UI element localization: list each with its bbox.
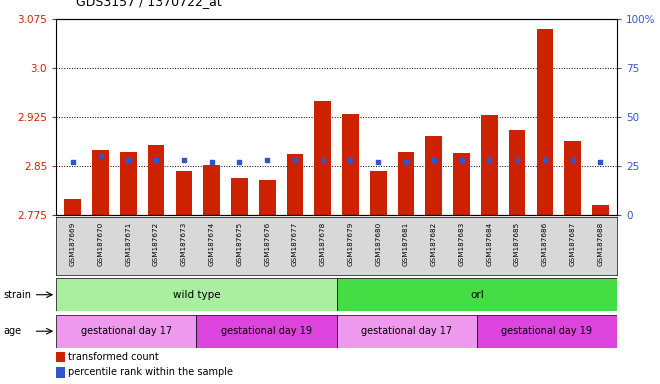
Text: gestational day 19: gestational day 19 — [502, 326, 593, 336]
Bar — [342, 114, 359, 215]
Text: GSM187674: GSM187674 — [209, 222, 214, 266]
Bar — [337, 315, 477, 348]
Text: GSM187685: GSM187685 — [514, 222, 520, 266]
Text: GSM187679: GSM187679 — [347, 222, 354, 266]
Text: GSM187682: GSM187682 — [431, 222, 437, 266]
Text: percentile rank within the sample: percentile rank within the sample — [69, 367, 234, 377]
Text: GSM187680: GSM187680 — [376, 222, 381, 266]
Bar — [120, 152, 137, 215]
Point — [262, 157, 273, 163]
Bar — [56, 352, 65, 362]
Bar — [203, 166, 220, 215]
Text: GSM187672: GSM187672 — [153, 222, 159, 266]
Text: GSM187678: GSM187678 — [319, 222, 326, 266]
Point — [568, 157, 578, 163]
Bar — [426, 136, 442, 215]
Bar — [197, 315, 337, 348]
Bar — [453, 153, 470, 215]
Text: strain: strain — [3, 290, 31, 300]
Bar — [259, 180, 275, 215]
Point — [484, 157, 494, 163]
Text: GSM187671: GSM187671 — [125, 222, 131, 266]
Text: GSM187687: GSM187687 — [570, 222, 576, 266]
Text: GSM187686: GSM187686 — [542, 222, 548, 266]
Point — [179, 157, 189, 163]
Text: wild type: wild type — [172, 290, 220, 300]
Bar — [370, 170, 387, 215]
Text: gestational day 17: gestational day 17 — [361, 326, 452, 336]
Point — [207, 159, 217, 165]
Bar — [92, 150, 109, 215]
Point — [290, 157, 300, 163]
Point — [456, 157, 467, 163]
Bar — [286, 154, 304, 215]
Text: GDS3157 / 1370722_at: GDS3157 / 1370722_at — [76, 0, 222, 8]
Text: GSM187676: GSM187676 — [264, 222, 270, 266]
Point — [234, 159, 245, 165]
Bar — [314, 101, 331, 215]
Bar — [231, 178, 248, 215]
Bar — [56, 278, 337, 311]
Text: GSM187670: GSM187670 — [98, 222, 104, 266]
Text: GSM187669: GSM187669 — [70, 222, 76, 266]
Text: GSM187673: GSM187673 — [181, 222, 187, 266]
Text: GSM187681: GSM187681 — [403, 222, 409, 266]
Point — [123, 157, 133, 163]
Point — [401, 159, 411, 165]
Point — [345, 157, 356, 163]
Bar — [509, 129, 525, 215]
Text: GSM187684: GSM187684 — [486, 222, 492, 266]
Bar — [537, 29, 553, 215]
Text: GSM187675: GSM187675 — [236, 222, 242, 266]
Text: GSM187683: GSM187683 — [459, 222, 465, 266]
Bar — [398, 152, 414, 215]
Bar — [56, 367, 65, 378]
Text: transformed count: transformed count — [69, 352, 159, 362]
Bar — [337, 278, 617, 311]
Text: GSM187688: GSM187688 — [597, 222, 603, 266]
Text: gestational day 19: gestational day 19 — [221, 326, 312, 336]
Text: gestational day 17: gestational day 17 — [81, 326, 172, 336]
Point — [428, 157, 439, 163]
Text: GSM187677: GSM187677 — [292, 222, 298, 266]
Point — [95, 153, 106, 159]
Point — [540, 157, 550, 163]
Bar — [148, 145, 164, 215]
Bar — [56, 315, 197, 348]
Bar — [477, 315, 617, 348]
Bar — [176, 170, 192, 215]
Point — [317, 157, 328, 163]
Bar — [592, 205, 609, 215]
Point — [512, 157, 523, 163]
Bar — [65, 199, 81, 215]
Bar — [564, 141, 581, 215]
Point — [595, 159, 606, 165]
Point — [67, 159, 78, 165]
Text: orl: orl — [470, 290, 484, 300]
Bar — [481, 115, 498, 215]
Point — [150, 157, 161, 163]
Text: age: age — [3, 326, 21, 336]
Point — [373, 159, 383, 165]
